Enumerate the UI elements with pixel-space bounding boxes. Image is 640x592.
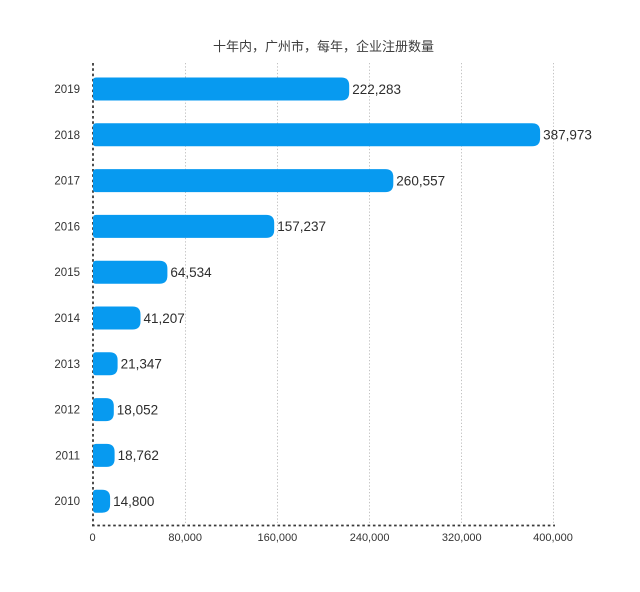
svg-text:18,052: 18,052 (117, 402, 158, 417)
svg-text:41,207: 41,207 (144, 311, 185, 326)
svg-text:157,237: 157,237 (277, 219, 326, 234)
svg-text:21,347: 21,347 (121, 357, 162, 372)
svg-text:260,557: 260,557 (396, 173, 445, 188)
svg-text:160,000: 160,000 (258, 532, 298, 544)
svg-text:2012: 2012 (54, 405, 80, 417)
svg-text:2016: 2016 (54, 221, 80, 233)
svg-text:387,973: 387,973 (543, 128, 592, 143)
svg-text:2018: 2018 (54, 130, 80, 142)
svg-text:2013: 2013 (54, 359, 80, 371)
svg-text:2011: 2011 (55, 450, 80, 462)
svg-text:2014: 2014 (54, 313, 80, 325)
svg-text:400,000: 400,000 (533, 532, 573, 544)
svg-text:64,534: 64,534 (170, 265, 212, 280)
svg-text:2019: 2019 (54, 84, 80, 96)
svg-text:2017: 2017 (54, 176, 80, 188)
svg-text:14,800: 14,800 (113, 494, 154, 509)
svg-text:80,000: 80,000 (168, 532, 202, 544)
svg-text:十年内，广州市，每年，企业注册数量: 十年内，广州市，每年，企业注册数量 (213, 39, 434, 54)
svg-text:2010: 2010 (54, 496, 80, 508)
svg-text:320,000: 320,000 (442, 532, 482, 544)
svg-text:0: 0 (89, 532, 95, 544)
svg-text:2015: 2015 (54, 267, 80, 279)
svg-text:222,283: 222,283 (352, 82, 401, 97)
svg-text:18,762: 18,762 (118, 448, 159, 463)
svg-text:240,000: 240,000 (350, 532, 390, 544)
